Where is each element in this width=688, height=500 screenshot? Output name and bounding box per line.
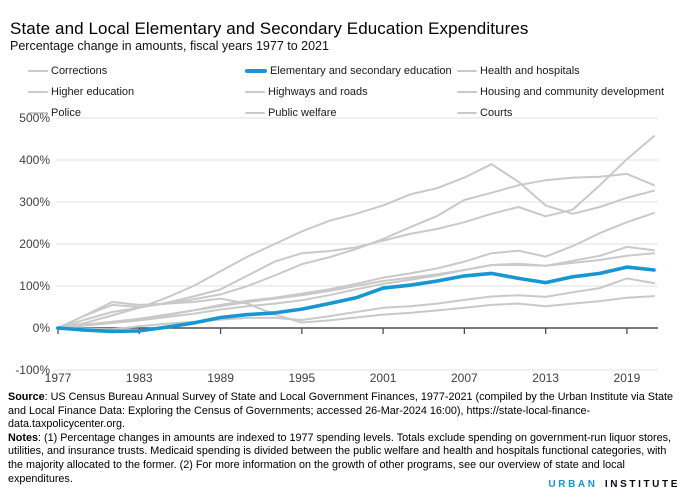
x-tick-label: 2013 [532,371,559,385]
legend-label: Courts [480,106,513,119]
logo-institute: INSTITUTE [604,479,680,490]
legend-item-police: Police [28,106,245,119]
y-tick-label: 400% [19,153,50,167]
legend-label: Elementary and secondary education [270,64,452,77]
legend-label: Higher education [51,85,135,98]
legend-item-health-and-hospitals: Health and hospitals [457,64,680,77]
legend-item-housing-and-community-development: Housing and community development [457,85,680,98]
x-tick-label: 1989 [207,371,234,385]
series-line-elementary-and-secondary-education [56,265,656,334]
legend-label: Highways and roads [268,85,368,98]
urban-institute-logo: URBAN INSTITUTE [548,479,680,490]
chart-canvas: 500% 400% 300% 200% 100% 0% -100%1977 1983 1989 1… [15,111,658,385]
legend-swatch-housing-and-community-development [457,90,477,93]
legend-label: Housing and community development [480,85,665,98]
series-line-police [57,245,655,329]
y-tick-label: 300% [19,195,50,209]
legend-item-public-welfare: Public welfare [245,106,457,119]
source-note: Source: US Census Bureau Annual Survey o… [8,391,684,432]
legend-swatch-elementary-and-secondary-education [245,68,267,73]
notes-text: : (1) Percentage changes in amounts are … [8,431,672,485]
legend-item-elementary-and-secondary-education: Elementary and secondary education [245,64,457,77]
legend-label: Corrections [51,64,108,77]
x-tick-label: 2007 [451,371,478,385]
legend-item-courts: Courts [457,106,680,119]
source-text: : US Census Bureau Annual Survey of Stat… [8,391,673,431]
x-tick-label: 1977 [45,371,72,385]
legend-item-higher-education: Higher education [28,85,245,98]
legend-swatch-higher-education [28,90,48,93]
series-line-highways-and-roads [57,277,655,331]
y-tick-label: 0% [33,321,51,335]
legend-label: Health and hospitals [480,64,580,77]
legend-label: Police [51,106,81,119]
legend-swatch-highways-and-roads [245,90,265,93]
legend: Corrections Elementary and secondary educ… [28,64,680,119]
legend-swatch-health-and-hospitals [457,69,477,72]
y-tick-label: -100% [15,363,50,377]
legend-item-corrections: Corrections [28,64,245,77]
series-line-courts [57,252,655,329]
series-line-public-welfare [57,135,655,329]
notes-note: Notes: (1) Percentage changes in amounts… [8,432,684,486]
legend-swatch-public-welfare [245,111,265,114]
legend-swatch-courts [457,111,477,114]
x-tick-label: 1995 [288,371,315,385]
chart-subtitle: Percentage change in amounts, fiscal yea… [10,39,329,53]
x-tick-label: 2019 [614,371,641,385]
source-label: Source [8,391,45,403]
legend-item-highways-and-roads: Highways and roads [245,85,457,98]
series-line-corrections [57,163,655,329]
x-tick-label: 1983 [126,371,153,385]
legend-swatch-police [28,111,48,114]
page-title: State and Local Elementary and Secondary… [10,19,529,39]
x-tick-label: 2001 [370,371,397,385]
footer: Source: US Census Bureau Annual Survey o… [8,391,684,486]
legend-swatch-corrections [28,69,48,72]
notes-label: Notes [8,431,38,444]
y-tick-label: 100% [19,279,50,293]
y-tick-label: 500% [19,111,50,125]
logo-urban: URBAN [548,479,598,490]
legend-label: Public welfare [268,106,337,119]
y-tick-label: 200% [19,237,50,251]
series-line-higher-education [57,211,655,329]
